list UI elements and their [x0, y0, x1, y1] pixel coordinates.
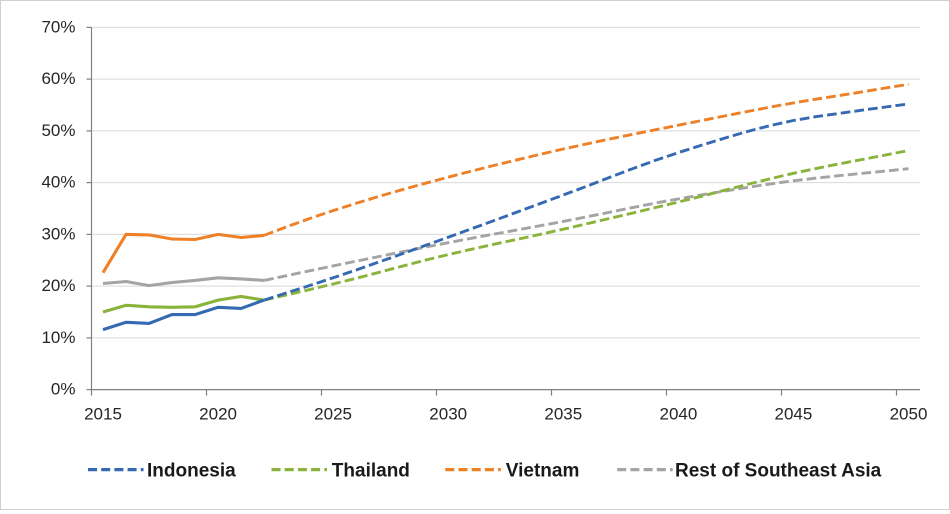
svg-text:60%: 60%: [41, 69, 75, 88]
svg-text:50%: 50%: [41, 121, 75, 140]
svg-text:Vietnam: Vietnam: [506, 461, 580, 482]
svg-text:2045: 2045: [774, 404, 812, 423]
svg-text:2025: 2025: [314, 404, 352, 423]
svg-text:20%: 20%: [41, 276, 75, 295]
svg-text:Indonesia: Indonesia: [147, 461, 236, 482]
svg-text:2020: 2020: [199, 404, 237, 423]
svg-text:2030: 2030: [429, 404, 467, 423]
svg-text:10%: 10%: [41, 328, 75, 347]
svg-text:2050: 2050: [890, 404, 928, 423]
svg-text:0%: 0%: [51, 380, 76, 399]
svg-text:30%: 30%: [41, 224, 75, 243]
svg-text:2035: 2035: [544, 404, 582, 423]
svg-text:70%: 70%: [41, 17, 75, 36]
svg-text:40%: 40%: [41, 173, 75, 192]
svg-text:2015: 2015: [84, 404, 122, 423]
svg-text:2040: 2040: [659, 404, 697, 423]
svg-text:Thailand: Thailand: [332, 461, 410, 482]
svg-text:Rest of Southeast Asia: Rest of Southeast Asia: [675, 461, 882, 482]
